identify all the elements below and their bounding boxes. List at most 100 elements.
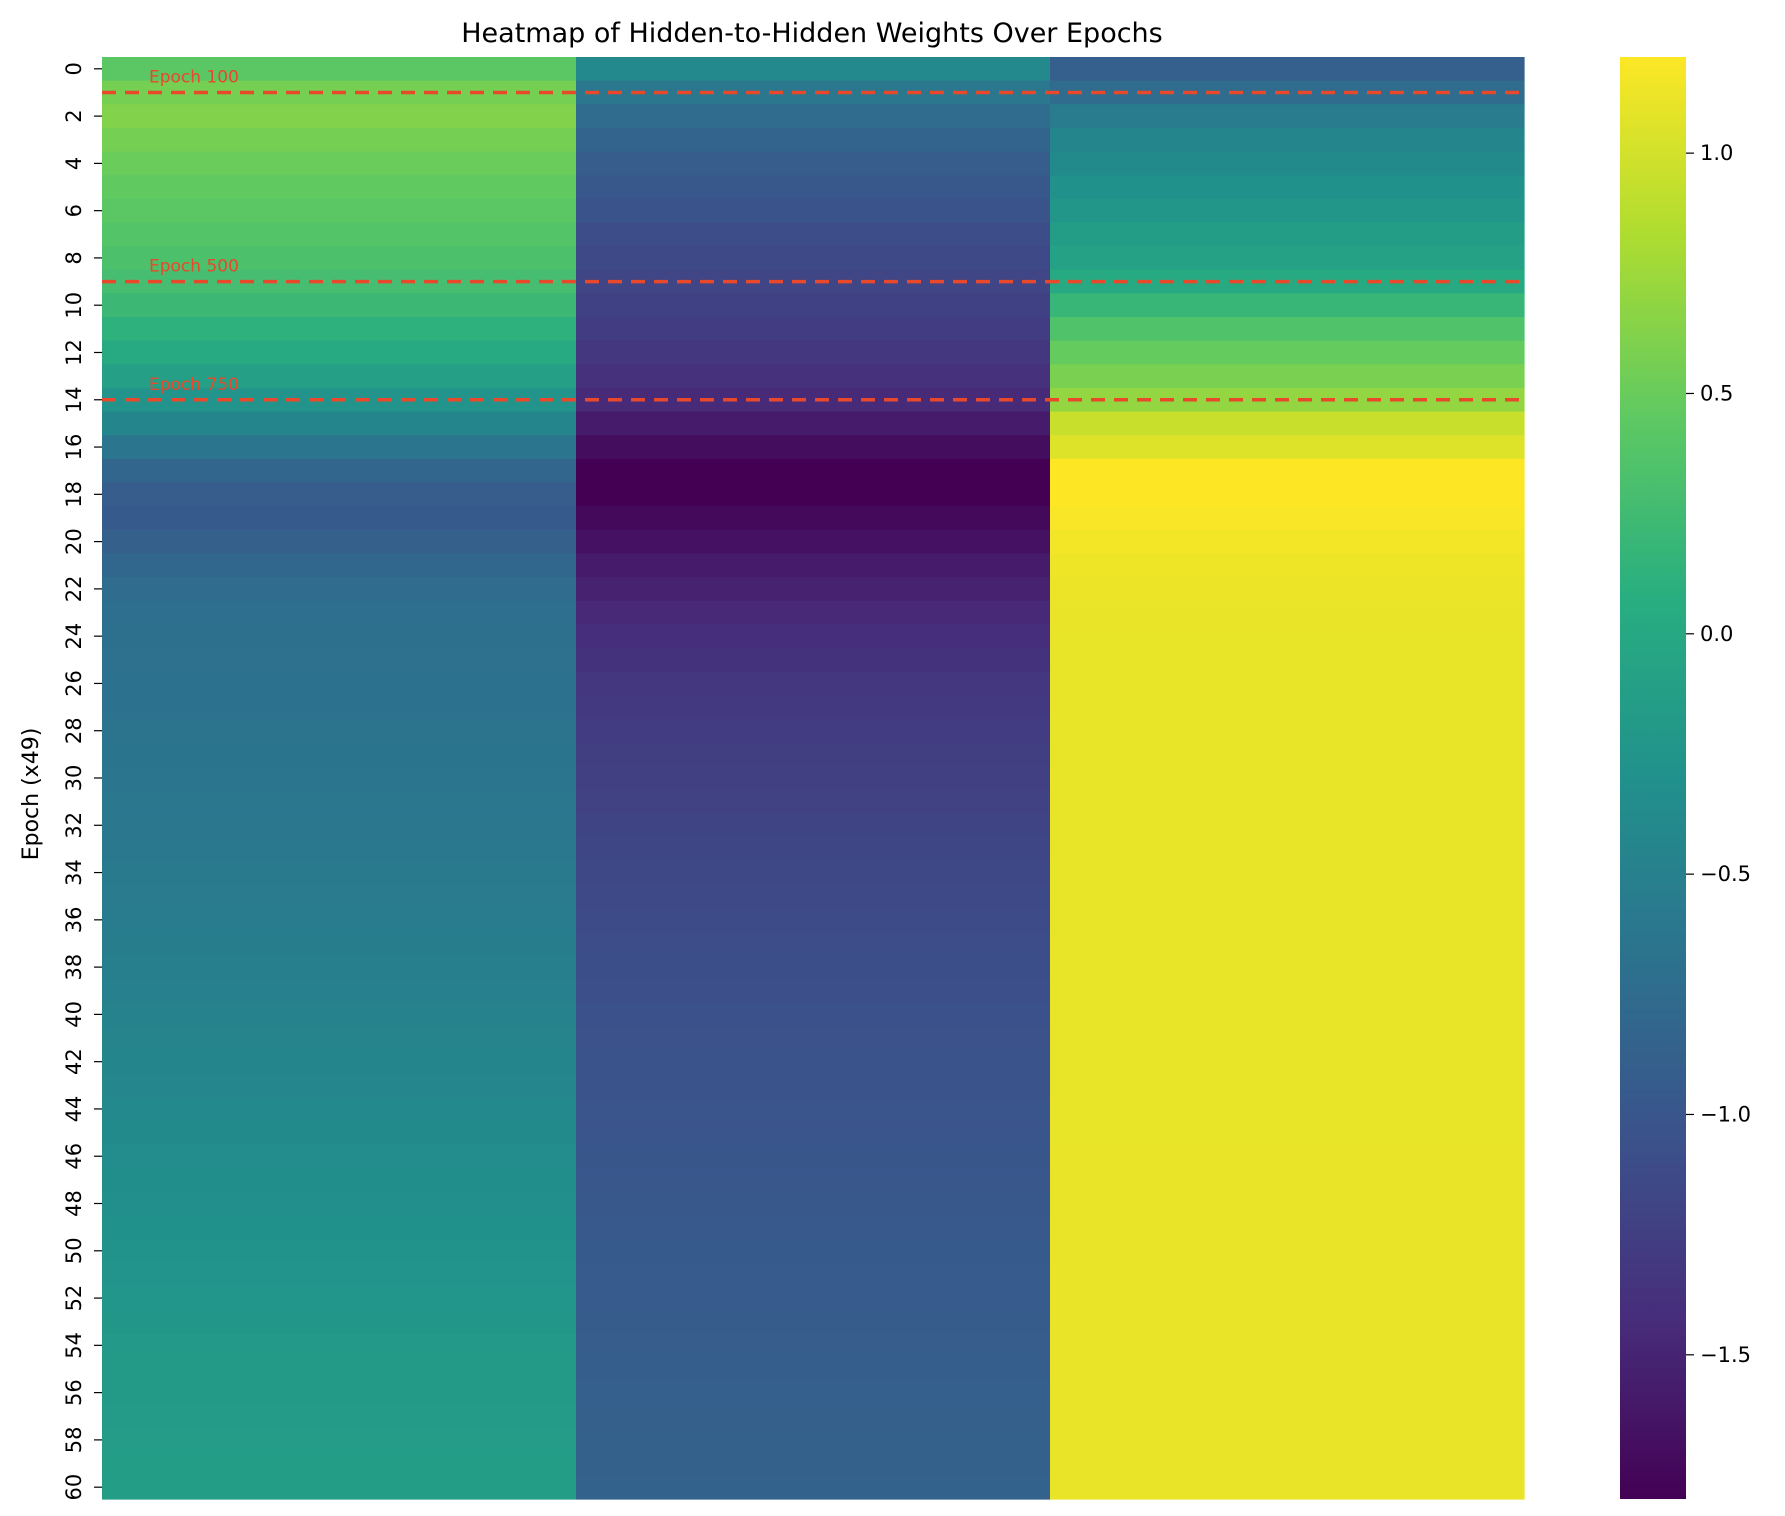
heatmap-cell: [102, 1357, 577, 1382]
heatmap-cell: [576, 1333, 1051, 1358]
y-tick-label: 28: [62, 717, 86, 744]
heatmap-cell: [576, 742, 1051, 767]
heatmap-cell: [576, 1475, 1051, 1500]
heatmap-cell: [1050, 1333, 1525, 1358]
heatmap-cell: [1050, 837, 1525, 862]
heatmap-cell: [102, 1215, 577, 1240]
heatmap-cell: [102, 482, 577, 507]
heatmap-cell: [576, 1191, 1051, 1216]
heatmap-cell: [1050, 1191, 1525, 1216]
heatmap-cell: [1050, 482, 1525, 507]
y-tick-label: 40: [62, 1001, 86, 1028]
annotation-label: Epoch 750: [149, 375, 239, 395]
heatmap-cell: [102, 931, 577, 956]
heatmap-cell: [102, 1120, 577, 1146]
heatmap-cell: [102, 1380, 577, 1406]
heatmap-cell: [576, 860, 1051, 885]
y-tick-label: 24: [62, 623, 86, 650]
heatmap-cell: [1050, 789, 1525, 815]
heatmap-cell: [102, 860, 577, 885]
heatmap-cell: [102, 1451, 577, 1476]
heatmap-cell: [102, 742, 577, 767]
heatmap-cell: [102, 1002, 577, 1027]
heatmap-cell: [576, 1286, 1051, 1311]
y-tick-label: 54: [62, 1332, 86, 1359]
heatmap-cell: [1050, 411, 1525, 436]
heatmap-cell: [576, 198, 1051, 224]
heatmap-cell: [1050, 884, 1525, 909]
heatmap-cell: [576, 506, 1051, 531]
colorbar-tick-label: 0.0: [1700, 622, 1733, 646]
heatmap-cell: [102, 104, 577, 129]
colorbar-tick-label: 1.0: [1700, 141, 1733, 165]
y-tick-label: 30: [62, 765, 86, 792]
heatmap-cell: [576, 1309, 1051, 1335]
heatmap-cell: [102, 577, 577, 602]
heatmap-cell: [102, 718, 577, 744]
colorbar-tick-label: −0.5: [1700, 862, 1751, 886]
heatmap-cell: [102, 955, 577, 980]
y-tick-label: 26: [62, 670, 86, 697]
heatmap-cell: [102, 1191, 577, 1216]
heatmap-cell: [576, 695, 1051, 720]
heatmap-cell: [102, 813, 577, 838]
y-tick-label: 32: [62, 812, 86, 839]
y-tick-label: 4: [62, 157, 86, 170]
heatmap-cell: [102, 1073, 577, 1098]
heatmap-cell: [576, 908, 1051, 933]
heatmap-cell: [1050, 1238, 1525, 1264]
heatmap-cell: [576, 411, 1051, 436]
heatmap-cell: [102, 671, 577, 696]
heatmap-cell: [1050, 1380, 1525, 1406]
heatmap-cell: [102, 1262, 577, 1287]
heatmap-cell: [576, 1026, 1051, 1051]
heatmap-cells: [102, 57, 1525, 1500]
heatmap-cell: [102, 695, 577, 720]
heatmap-cell: [102, 1286, 577, 1311]
heatmap-cell: [1050, 860, 1525, 885]
heatmap-cell: [576, 1404, 1051, 1429]
y-tick-label: 0: [62, 62, 86, 75]
heatmap-cell: [1050, 1451, 1525, 1476]
heatmap-cell: [576, 718, 1051, 744]
heatmap-cell: [102, 151, 577, 176]
heatmap-cell: [576, 978, 1051, 1004]
heatmap-cell: [576, 435, 1051, 460]
heatmap-cell: [1050, 222, 1525, 247]
heatmap-cell: [102, 317, 577, 342]
heatmap-cell: [576, 789, 1051, 815]
heatmap-cell: [1050, 1097, 1525, 1122]
y-tick-label: 50: [62, 1237, 86, 1264]
heatmap-cell: [102, 340, 577, 365]
heatmap-cell: [102, 411, 577, 436]
heatmap-cell: [1050, 529, 1525, 555]
heatmap-cell: [102, 978, 577, 1004]
heatmap-cell: [576, 1097, 1051, 1122]
heatmap-cell: [102, 57, 577, 82]
heatmap-cell: [102, 884, 577, 909]
heatmap-cell: [1050, 198, 1525, 224]
heatmap-cell: [102, 647, 577, 673]
heatmap-cell: [1050, 151, 1525, 176]
heatmap-cell: [102, 908, 577, 933]
y-tick-label: 22: [62, 576, 86, 603]
heatmap-cell: [576, 1451, 1051, 1476]
heatmap-cell: [1050, 624, 1525, 649]
heatmap-cell: [1050, 931, 1525, 956]
y-axis: 0246810121416182022242628303234363840424…: [62, 62, 102, 1501]
heatmap-cell: [576, 624, 1051, 649]
heatmap-cell: [576, 931, 1051, 956]
heatmap-cell: [102, 1404, 577, 1429]
heatmap-cell: [576, 293, 1051, 318]
heatmap-cell: [102, 458, 577, 484]
colorbar-tick-label: −1.0: [1700, 1102, 1751, 1126]
heatmap-cell: [576, 1380, 1051, 1406]
y-tick-label: 20: [62, 528, 86, 555]
heatmap-cell: [1050, 364, 1525, 389]
y-tick-label: 48: [62, 1190, 86, 1217]
heatmap-cell: [1050, 978, 1525, 1004]
colorbar-tick-label: 0.5: [1700, 381, 1733, 405]
heatmap-cell: [576, 884, 1051, 909]
heatmap-cell: [1050, 317, 1525, 342]
